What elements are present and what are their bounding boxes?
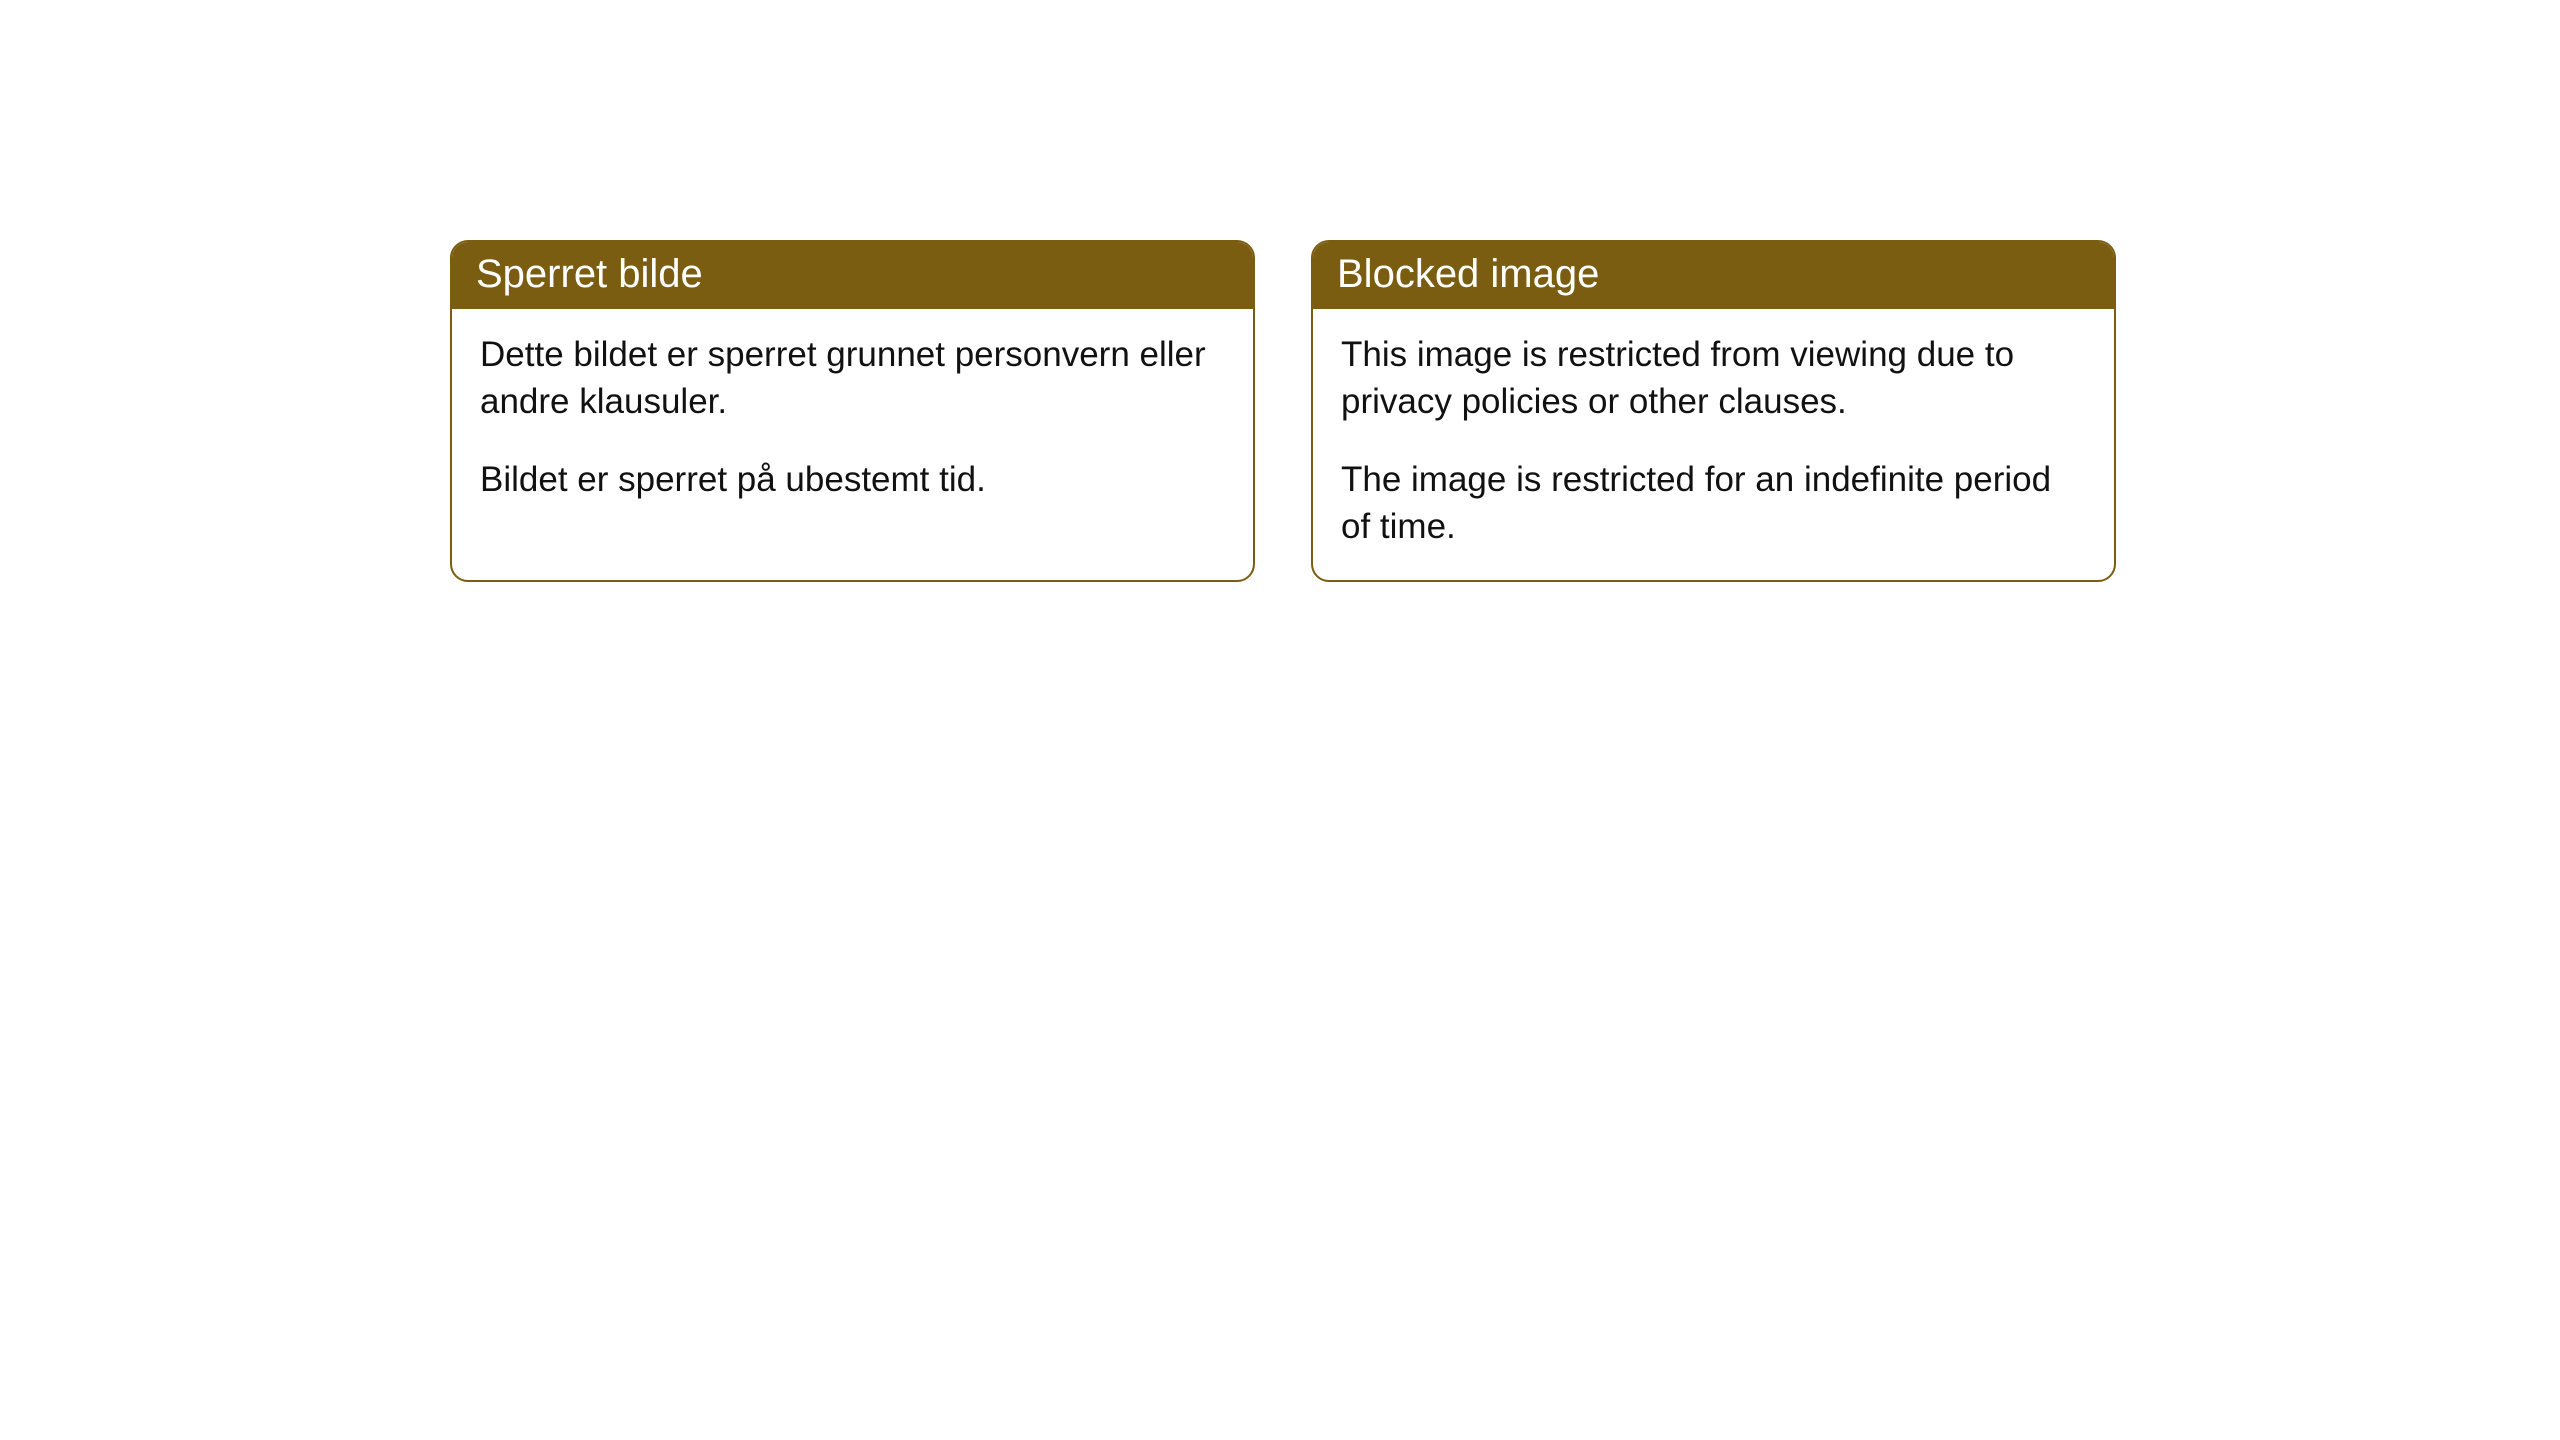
card-title-no: Sperret bilde	[476, 252, 703, 296]
card-header-en: Blocked image	[1313, 242, 2114, 309]
card-header-no: Sperret bilde	[452, 242, 1253, 309]
card-title-en: Blocked image	[1337, 252, 1599, 296]
notice-cards-container: Sperret bilde Dette bildet er sperret gr…	[0, 0, 2560, 582]
card-body-no: Dette bildet er sperret grunnet personve…	[452, 309, 1253, 533]
card-para2-en: The image is restricted for an indefinit…	[1341, 456, 2086, 551]
blocked-image-card-en: Blocked image This image is restricted f…	[1311, 240, 2116, 582]
card-body-en: This image is restricted from viewing du…	[1313, 309, 2114, 580]
card-para1-en: This image is restricted from viewing du…	[1341, 331, 2086, 426]
blocked-image-card-no: Sperret bilde Dette bildet er sperret gr…	[450, 240, 1255, 582]
card-para2-no: Bildet er sperret på ubestemt tid.	[480, 456, 1225, 503]
card-para1-no: Dette bildet er sperret grunnet personve…	[480, 331, 1225, 426]
